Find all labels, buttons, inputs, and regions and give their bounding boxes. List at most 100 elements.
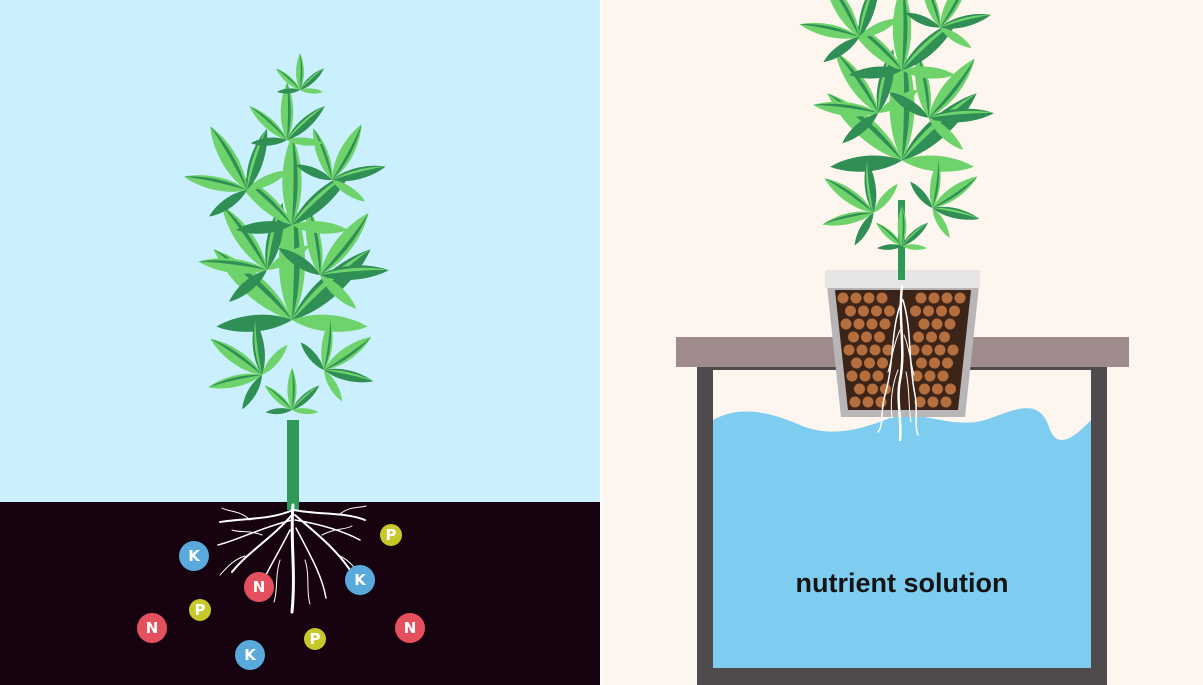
nutrient-p-bubble: P [189, 599, 211, 621]
clay-pebble [927, 396, 939, 408]
clay-pebble [853, 318, 865, 330]
clay-pebble [942, 357, 953, 369]
clay-pebble [882, 344, 894, 356]
clay-pebble [921, 344, 933, 356]
nutrient-circle [345, 565, 375, 595]
clay-pebble [932, 383, 943, 395]
nutrient-label: N [253, 578, 266, 596]
nutrient-circle [304, 628, 326, 650]
nutrient-circle [179, 541, 209, 571]
clay-pebble [937, 370, 949, 382]
nutrient-label: N [404, 619, 417, 637]
clay-pebble [851, 357, 862, 369]
clay-pebble [845, 305, 856, 317]
clay-pebble [919, 383, 930, 395]
nutrient-particles: K P N K P N P K N [137, 524, 425, 670]
nutrient-circle [189, 599, 211, 621]
clay-pebble [879, 318, 891, 330]
clay-pebble [945, 383, 956, 395]
clay-pebble [923, 305, 934, 317]
clay-pebble [926, 331, 937, 343]
nutrient-label: K [354, 571, 367, 589]
clay-pebble [854, 383, 865, 395]
clay-pebble [856, 344, 868, 356]
nutrient-label: P [195, 601, 206, 619]
clay-pebble [918, 318, 930, 330]
nutrient-n-bubble: N [137, 613, 167, 643]
clay-pebble [915, 292, 927, 304]
clay-pebble [931, 318, 943, 330]
clay-pebble [867, 383, 878, 395]
clay-pebble [954, 292, 966, 304]
clay-pebble [944, 318, 956, 330]
nutrient-label: P [310, 630, 321, 648]
clay-pebble [949, 305, 960, 317]
clay-pebble [837, 292, 849, 304]
nutrient-n-bubble: N [244, 572, 274, 602]
nutrient-circle [380, 524, 402, 546]
nutrient-water [713, 408, 1091, 668]
soil-panel: K P N K P N P K N [0, 0, 600, 685]
nutrient-p-bubble: P [304, 628, 326, 650]
clay-pebble [849, 396, 861, 408]
nutrient-label: K [244, 646, 257, 664]
clay-pebble [940, 396, 952, 408]
nutrient-label: P [386, 526, 397, 544]
clay-pebble [884, 305, 895, 317]
clay-pebble [908, 344, 920, 356]
clay-pebble [850, 292, 862, 304]
clay-pebble [846, 370, 858, 382]
clay-pebble [936, 305, 947, 317]
clay-pebble [866, 318, 878, 330]
clay-pebble [858, 305, 869, 317]
clay-pebble [941, 292, 953, 304]
clay-pebble [876, 292, 888, 304]
plant-stem [287, 420, 299, 510]
clay-pebble [863, 292, 875, 304]
soil-roots [217, 503, 367, 614]
clay-pebble [864, 357, 875, 369]
nutrient-circle [244, 572, 274, 602]
clay-pebble [913, 331, 924, 343]
clay-pebble [947, 344, 959, 356]
clay-pebbles [837, 292, 966, 408]
hydro-roots [877, 284, 919, 442]
clay-pebble [928, 292, 940, 304]
hydroponic-panel: nutrient solution [602, 0, 1203, 685]
clay-pebble [880, 383, 891, 395]
nutrient-solution-label: nutrient solution [796, 568, 1009, 598]
clay-pebble [862, 396, 874, 408]
clay-pebble [869, 344, 881, 356]
clay-pebble [910, 305, 921, 317]
nutrient-circle [395, 613, 425, 643]
nutrient-n-bubble: N [395, 613, 425, 643]
clay-pebble [848, 331, 859, 343]
clay-pebble [871, 305, 882, 317]
nutrient-circle [235, 640, 265, 670]
panel-divider [600, 0, 602, 685]
soil-ground [0, 502, 600, 685]
clay-pebble [916, 357, 927, 369]
nutrient-k-bubble: K [235, 640, 265, 670]
clay-pebble [877, 357, 888, 369]
clay-pebble [929, 357, 940, 369]
clay-pebble [874, 331, 885, 343]
nutrient-circle [137, 613, 167, 643]
clay-pebble [840, 318, 852, 330]
clay-pebble [843, 344, 855, 356]
nutrient-label: N [146, 619, 159, 637]
nutrient-k-bubble: K [179, 541, 209, 571]
clay-pebble [859, 370, 871, 382]
clay-pebble [911, 370, 923, 382]
clay-pebble [872, 370, 884, 382]
clay-pebble [934, 344, 946, 356]
clay-pebble [914, 396, 926, 408]
clay-pebble [861, 331, 872, 343]
nutrient-p-bubble: P [380, 524, 402, 546]
clay-pebble [924, 370, 936, 382]
clay-pebble [939, 331, 950, 343]
nutrient-k-bubble: K [345, 565, 375, 595]
nutrient-label: K [188, 547, 201, 565]
